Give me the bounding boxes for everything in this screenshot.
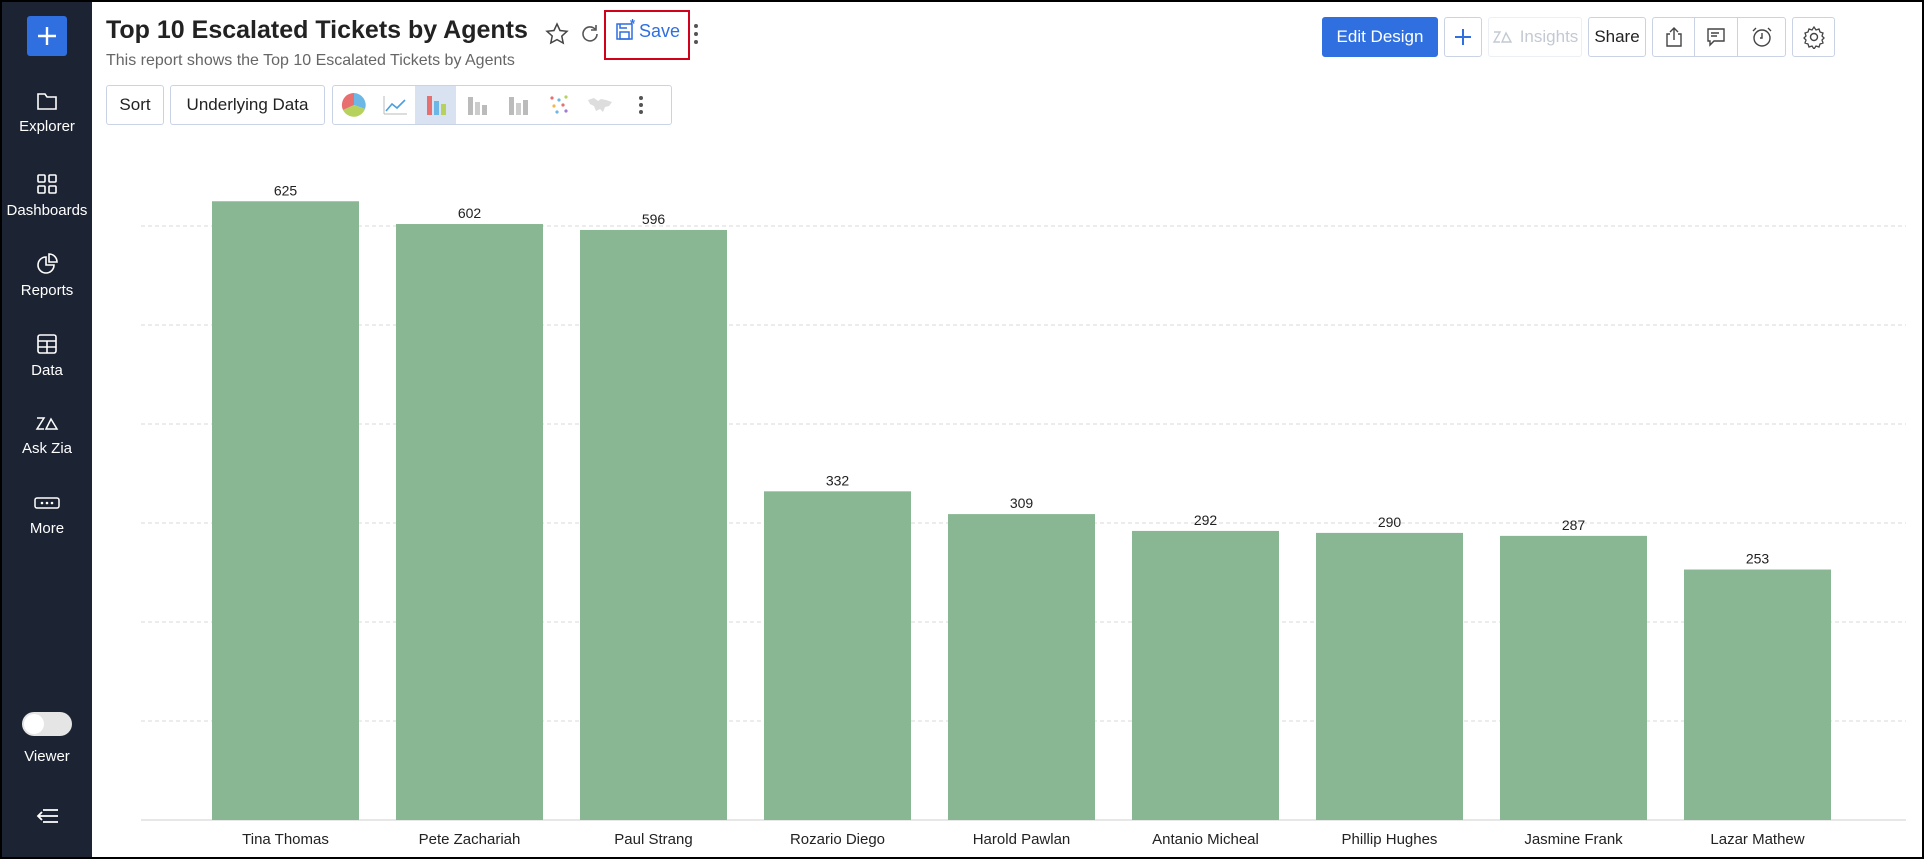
alarm-clock-icon [1752,27,1771,47]
chart-type-map[interactable] [579,86,620,124]
sidebar-item-label: Reports [20,282,74,299]
star-icon[interactable] [545,22,569,46]
insights-label: Insights [1519,27,1579,46]
bar-paul-strang [580,229,727,820]
x-tick-label: Jasmine Frank [1524,831,1623,848]
bar-chart-type-icon [426,96,446,115]
pie-chart-icon [37,253,58,274]
chart-type-line[interactable] [374,86,415,124]
plus-icon [1455,29,1471,45]
bar-rozario-diego [764,491,911,820]
dashboards-icon [37,174,57,194]
data-label: 309 [1010,495,1034,511]
more-icon [34,497,60,509]
edit-design-button[interactable]: Edit Design [1322,17,1438,57]
sort-button[interactable]: Sort [106,85,164,125]
chart-type-more[interactable] [620,86,661,124]
settings-button[interactable] [1792,17,1835,57]
x-tick-label: Lazar Mathew [1710,831,1804,848]
bar-tina-thomas [212,201,359,820]
save-icon: * [616,18,636,40]
export-button[interactable] [1652,17,1695,57]
svg-text:*: * [630,18,636,31]
sidebar-item-more[interactable]: More [2,492,92,537]
create-new-button[interactable] [27,16,67,56]
sidebar-item-label: More [29,520,65,537]
save-highlight-box [604,10,690,60]
sidebar-item-label: Explorer [19,118,75,135]
bar-pete-zachariah [396,224,543,820]
refresh-icon[interactable] [579,23,601,45]
schedule-alarm-button[interactable] [1737,17,1786,57]
sidebar-item-reports[interactable]: Reports [2,252,92,299]
bar-lazar-mathew [1684,569,1831,820]
pie-chart-type-icon [341,92,366,117]
main-content: 625 Tina Thomas 602 Pete Zachariah 596 Paul S… [92,2,1922,857]
data-label: 596 [642,211,666,227]
line-chart-type-icon [383,96,407,115]
x-tick-label: Antanio Micheal [1152,831,1259,848]
chart-type-grouped-bar[interactable] [497,86,538,124]
bar-harold-pawlan [948,514,1095,820]
x-tick-label: Rozario Diego [790,831,885,848]
comment-icon [1707,28,1725,47]
zia-icon [35,417,59,430]
x-tick-label: Tina Thomas [242,831,329,848]
sidebar-item-data[interactable]: Data [2,332,92,379]
sidebar-item-explorer[interactable]: Explorer [2,90,92,135]
bar-phillip-hughes [1316,532,1463,820]
scatter-type-icon [549,95,568,114]
data-label: 332 [826,472,850,488]
insights-button[interactable]: Insights [1488,17,1582,57]
sidebar-item-label: Dashboards [6,202,88,219]
more-options-icon [638,96,643,114]
chart-type-pie[interactable] [333,86,374,124]
data-label: 253 [1746,551,1770,567]
folder-icon [37,93,57,110]
sidebar-item-label: Data [31,362,63,379]
data-label: 602 [458,205,482,221]
sidebar-item-dashboards[interactable]: Dashboards [2,172,92,219]
sidebar: Explorer Dashboards Reports Data Ask Zia… [2,2,92,857]
data-label: 625 [274,182,298,198]
chart-type-scatter[interactable] [538,86,579,124]
underlying-data-button[interactable]: Underlying Data [170,85,325,125]
sidebar-item-label: Ask Zia [21,440,72,457]
more-options-icon[interactable] [692,22,700,46]
collapse-sidebar-icon[interactable] [34,805,60,827]
chart-type-stacked-bar[interactable] [456,86,497,124]
bar-jasmine-frank [1500,535,1647,820]
stacked-bar-type-icon [467,97,487,115]
map-type-icon [587,98,612,112]
zia-icon [1492,31,1512,43]
plus-icon [38,27,56,45]
viewer-label: Viewer [24,748,70,765]
bar-antanio-micheal [1132,530,1279,820]
share-button[interactable]: Share [1588,17,1646,57]
bar-chart: 625 Tina Thomas 602 Pete Zachariah 596 Paul S… [141,182,1906,848]
table-icon [37,334,57,354]
page-subtitle: This report shows the Top 10 Escalated T… [106,52,515,69]
chart-type-bar[interactable] [415,86,456,124]
data-label: 292 [1194,512,1218,528]
sidebar-item-ask-zia[interactable]: Ask Zia [2,412,92,457]
x-tick-label: Paul Strang [614,831,692,848]
x-tick-label: Pete Zachariah [419,831,521,848]
x-tick-label: Phillip Hughes [1342,831,1438,848]
data-label: 287 [1562,517,1586,533]
grouped-bar-type-icon [508,97,528,115]
chart-type-selector [332,85,672,125]
save-label: Save [639,21,681,41]
data-label: 290 [1378,514,1402,530]
comments-button[interactable] [1694,17,1738,57]
page-title: Top 10 Escalated Tickets by Agents [106,16,528,44]
add-button[interactable] [1444,17,1482,57]
x-tick-label: Harold Pawlan [973,831,1071,848]
export-icon [1665,27,1682,47]
save-button[interactable]: * Save [615,18,680,42]
gear-icon [1802,25,1825,49]
viewer-toggle[interactable] [22,712,72,736]
